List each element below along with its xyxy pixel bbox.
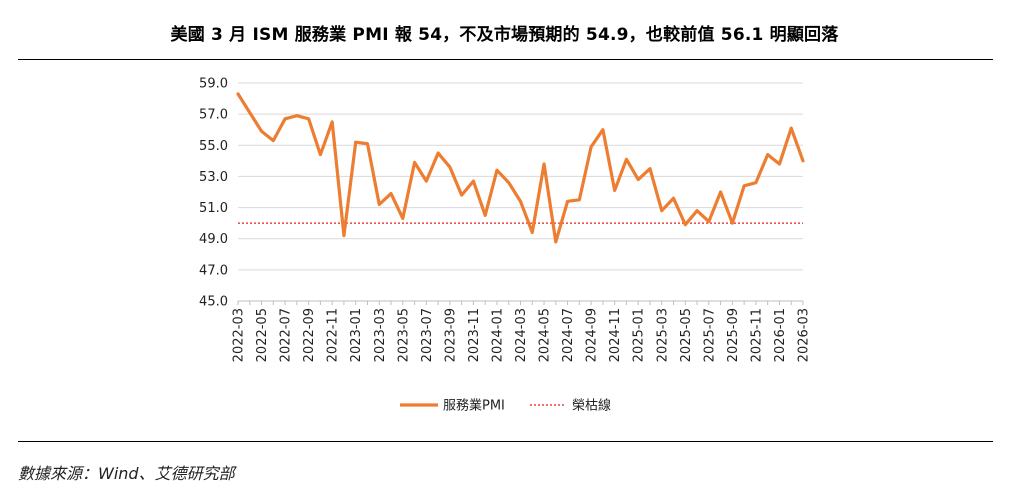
x-tick-label: 2024-11	[608, 308, 623, 362]
x-tick-label: 2023-11	[467, 308, 482, 362]
x-tick-label: 2024-05	[538, 308, 553, 362]
chart-title: 美國 3 月 ISM 服務業 PMI 報 54，不及市場預期的 54.9，也較前…	[170, 25, 839, 45]
y-tick-label: 55.0	[199, 139, 228, 154]
legend: 服務業PMI 榮枯線	[400, 398, 611, 414]
x-tick-label: 2024-07	[561, 308, 576, 362]
y-tick-label: 51.0	[199, 201, 228, 216]
x-tick-label: 2025-01	[632, 308, 647, 362]
x-tick-label: 2023-09	[443, 308, 458, 362]
x-tick-label: 2022-11	[326, 308, 341, 362]
gridlines	[237, 82, 804, 305]
pmi-series-line	[236, 92, 805, 244]
x-tick-label: 2023-05	[396, 308, 411, 362]
y-tick-label: 57.0	[199, 108, 228, 123]
y-tick-label: 59.0	[199, 77, 228, 92]
x-tick-label: 2025-11	[749, 308, 764, 362]
x-tick-label: 2023-03	[373, 308, 388, 362]
y-tick-label: 47.0	[199, 263, 228, 278]
x-tick-label: 2023-01	[349, 308, 364, 362]
legend-label-pmi: 服務業PMI	[443, 398, 505, 414]
y-axis-ticks: 45.0 47.0 49.0 51.0 53.0 55.0 57.0 59.0	[199, 77, 228, 310]
bottom-divider	[18, 441, 993, 442]
x-tick-label: 2023-07	[420, 308, 435, 362]
x-tick-label: 2022-07	[279, 308, 294, 362]
x-tick-label: 2024-01	[490, 308, 505, 362]
x-tick-label: 2022-05	[255, 308, 270, 362]
x-tick-label: 2025-09	[726, 308, 741, 362]
legend-label-threshold: 榮枯線	[572, 398, 611, 414]
x-tick-label: 2025-03	[655, 308, 670, 362]
x-tick-label: 2024-03	[514, 308, 529, 362]
x-axis-ticks: 2022-03 2022-05 2022-07 2022-09 2022-11 2023-…	[232, 308, 812, 362]
y-tick-label: 53.0	[199, 170, 228, 185]
x-tick-label: 2024-09	[585, 308, 600, 362]
source-note: 數據來源：Wind、艾德研究部	[18, 464, 235, 483]
y-tick-label: 49.0	[199, 232, 228, 247]
x-tick-label: 2026-01	[773, 308, 788, 362]
x-tick-label: 2022-03	[232, 308, 247, 362]
x-tick-label: 2026-03	[797, 308, 812, 362]
top-divider	[18, 59, 993, 60]
series-layer	[236, 92, 805, 244]
x-tick-label: 2025-05	[679, 308, 694, 362]
x-tick-label: 2022-09	[302, 308, 317, 362]
pmi-line-chart: 45.0 47.0 49.0 51.0 53.0 55.0 57.0 59.0 2022-03…	[199, 77, 812, 414]
y-tick-label: 45.0	[199, 295, 228, 310]
x-tick-label: 2025-07	[702, 308, 717, 362]
